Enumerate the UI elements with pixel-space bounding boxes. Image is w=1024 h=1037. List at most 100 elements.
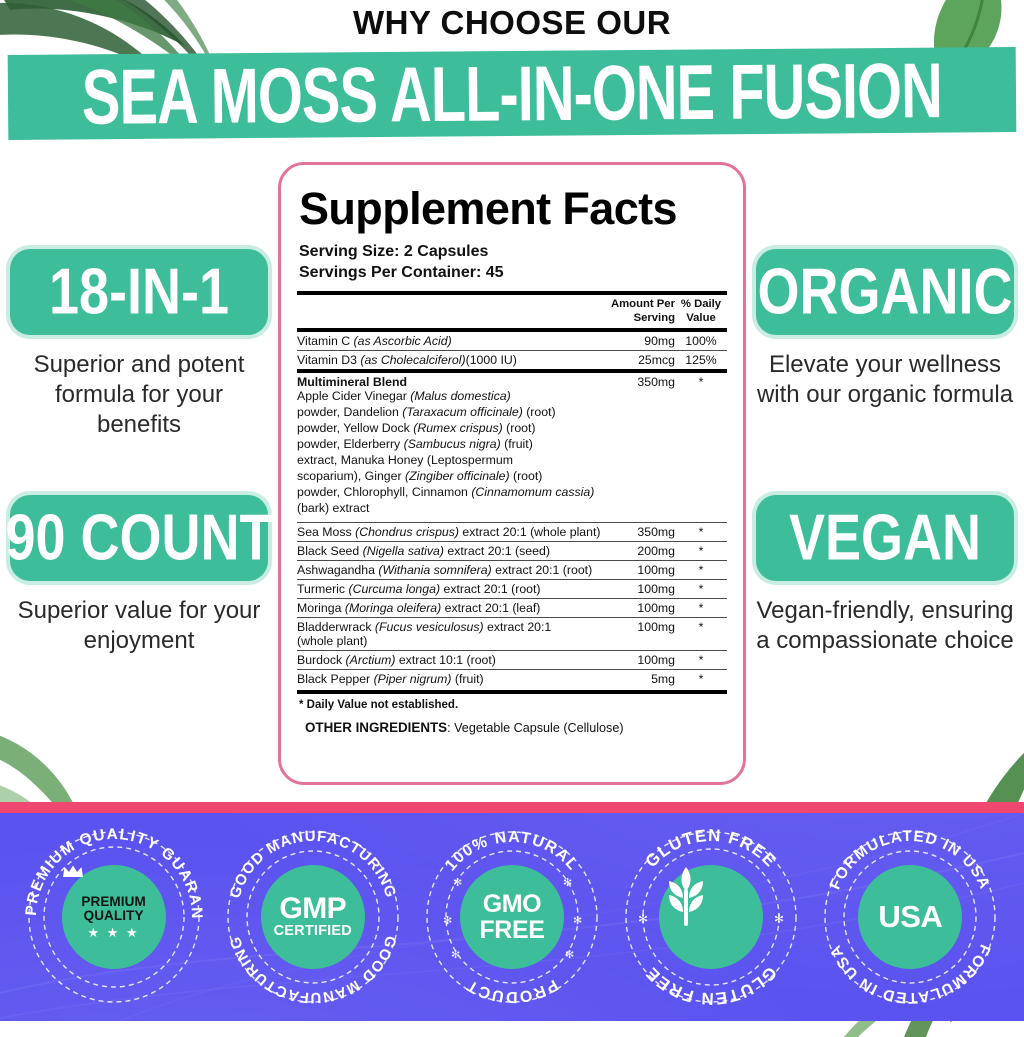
blend-dv: * bbox=[675, 368, 727, 523]
header-amount-per-serving: Amount Per Serving bbox=[603, 291, 675, 330]
supplement-facts-panel: Supplement Facts Serving Size: 2 Capsule… bbox=[278, 162, 746, 785]
feature-card-90-count: 90 COUNT Superior value for your enjoyme… bbox=[5, 495, 273, 656]
badge-gluten-free: GLUTEN FREE GLUTEN FREE ✻ ✻ bbox=[622, 828, 800, 1006]
ingredient-dv: * bbox=[675, 649, 727, 670]
ingredient-name: Burdock (Arctium) extract 10:1 (root) bbox=[297, 649, 603, 670]
blend-line: Apple Cider Vinegar (Malus domestica) bbox=[297, 388, 511, 403]
ingredient-name: Bladderwrack (Fucus vesiculosus) extract… bbox=[297, 616, 603, 651]
table-row: Black Pepper (Piper nigrum) (fruit) 5mg * bbox=[297, 668, 727, 688]
ingredient-label: Moringa bbox=[297, 600, 342, 615]
badge-core-line2: FREE bbox=[479, 916, 545, 944]
ingredient-amount: 200mg bbox=[603, 540, 675, 561]
feature-card-organic: ORGANIC Elevate your wellness with our o… bbox=[756, 249, 1014, 410]
supplement-facts-table: Amount Per Serving % Daily Value Vitamin… bbox=[297, 291, 727, 688]
table-row: Burdock (Arctium) extract 10:1 (root) 100… bbox=[297, 649, 727, 670]
feature-badge-label: 18-IN-1 bbox=[48, 256, 230, 328]
crown-icon bbox=[62, 865, 83, 877]
header-amount-line1: Amount Per bbox=[610, 298, 675, 311]
svg-text:✻: ✻ bbox=[563, 877, 572, 889]
feature-badge-vegan: VEGAN bbox=[756, 495, 1014, 581]
ingredient-dv: * bbox=[675, 540, 727, 561]
ingredient-latin: (Piper nigrum) bbox=[373, 671, 452, 686]
table-row: Ashwagandha (Withania somnifera) extract… bbox=[297, 559, 727, 580]
blend-line: powder, Dandelion (Taraxacum officinale)… bbox=[297, 404, 556, 419]
nutrient-latin: (as Ascorbic Acid) bbox=[353, 333, 452, 348]
badge-core-gmo-free: GMO FREE bbox=[459, 865, 564, 969]
nutrient-amount: 90mg bbox=[603, 327, 675, 351]
serving-size: Serving Size: 2 Capsules bbox=[299, 242, 489, 260]
badge-ring-text-bottom: PRODUCT bbox=[463, 976, 559, 1005]
other-ingredients-label: OTHER INGREDIENTS bbox=[305, 719, 448, 735]
svg-text:✻: ✻ bbox=[573, 915, 582, 927]
header-spacer bbox=[297, 291, 603, 330]
feature-description: Superior value for your enjoyment bbox=[17, 597, 261, 655]
ingredient-rows: Sea Moss (Chondrus crispus) extract 20:1… bbox=[297, 521, 727, 688]
feature-card-vegan: VEGAN Vegan-friendly, ensuring a compass… bbox=[756, 495, 1014, 656]
ingredient-amount: 100mg bbox=[603, 616, 675, 651]
ingredient-name: Turmeric (Curcuma longa) extract 20:1 (r… bbox=[297, 578, 603, 599]
ingredient-label: Black Seed bbox=[297, 543, 360, 558]
nutrient-amount: 25mcg bbox=[603, 349, 675, 371]
feature-badge-label: VEGAN bbox=[788, 502, 982, 574]
svg-text:✻: ✻ bbox=[565, 949, 574, 961]
feature-card-18-in-1: 18-IN-1 Superior and potent formula for … bbox=[10, 249, 268, 441]
ingredient-name: Moringa (Moringa oleifera) extract 20:1 … bbox=[297, 597, 603, 618]
badge-core-gluten-free bbox=[659, 865, 764, 969]
badge-core-gmp: GMP CERTIFIED bbox=[260, 865, 365, 969]
daily-value-footnote: * Daily Value not established. bbox=[299, 698, 459, 711]
ingredient-suffix: (fruit) bbox=[451, 671, 484, 686]
ingredient-label: Bladderwrack bbox=[297, 619, 372, 634]
asterisk-decorations: ✻ ✻ ✻ ✻ ✻ ✻ bbox=[443, 877, 582, 961]
blend-line: powder, Chlorophyll, Cinnamon (Cinnamomu… bbox=[297, 484, 595, 499]
table-row-multimineral-blend: Multimineral Blend Apple Cider Vinegar (… bbox=[297, 368, 727, 523]
feature-badge-90-count: 90 COUNT bbox=[5, 495, 273, 581]
svg-text:✻: ✻ bbox=[443, 915, 452, 927]
ingredient-amount: 5mg bbox=[603, 668, 675, 688]
ingredient-dv: * bbox=[675, 559, 727, 580]
badge-gmp-certified: GOOD MANUFACTURING GOOD MANUFACTURING GM… bbox=[224, 828, 402, 1006]
wheat-icon bbox=[669, 867, 704, 926]
badge-gmo-free: 100% NATURAL PRODUCT ✻ ✻ ✻ ✻ ✻ ✻ GMO FREE bbox=[423, 828, 601, 1006]
ingredient-name: Ashwagandha (Withania somnifera) extract… bbox=[297, 559, 603, 580]
blend-line: powder, Elderberry (Sambucus nigra) (fru… bbox=[297, 436, 533, 451]
nutrient-name: Vitamin C (as Ascorbic Acid) bbox=[297, 327, 603, 351]
ingredient-dv: * bbox=[675, 668, 727, 688]
table-row-vitamin-d3: Vitamin D3 (as Cholecalciferol)(1000 IU)… bbox=[297, 349, 727, 371]
ingredient-dv: * bbox=[675, 616, 727, 651]
ingredient-amount: 100mg bbox=[603, 649, 675, 670]
ingredient-latin: (Moringa oleifera) bbox=[344, 600, 442, 615]
ingredient-dv: * bbox=[675, 597, 727, 618]
table-header-row: Amount Per Serving % Daily Value bbox=[297, 291, 727, 330]
ingredient-suffix: extract 20:1 (root) bbox=[440, 581, 541, 596]
ingredient-dv: * bbox=[675, 521, 727, 542]
badge-ring-gluten-free: GLUTEN FREE GLUTEN FREE ✻ ✻ bbox=[625, 828, 797, 1006]
badge-core-line2: CERTIFIED bbox=[273, 922, 352, 939]
ingredient-suffix: extract 20:1 (leaf) bbox=[441, 600, 541, 615]
badge-stars: ★ ★ ★ bbox=[87, 924, 140, 940]
ingredient-suffix: extract 20:1 (whole plant) bbox=[459, 524, 601, 539]
nutrient-label: Vitamin C bbox=[297, 333, 351, 348]
badge-core-line2: QUALITY bbox=[83, 907, 144, 923]
ingredient-latin: (Fucus vesiculosus) bbox=[374, 619, 484, 634]
header-dv-line2: Value bbox=[686, 311, 716, 324]
header-eyebrow: WHY CHOOSE OUR bbox=[352, 4, 672, 41]
svg-text:GLUTEN FREE: GLUTEN FREE bbox=[642, 963, 781, 1006]
certification-badges: 100% PREMIUM QUALITY GUARANTEED PREMIUM … bbox=[0, 813, 1024, 1021]
accent-stripe bbox=[0, 802, 1024, 813]
badge-ring-text-bottom: GLUTEN FREE bbox=[642, 963, 779, 1006]
feature-description: Vegan-friendly, ensuring a compassionate… bbox=[756, 597, 1014, 655]
other-ingredients: OTHER INGREDIENTS: Vegetable Capsule (Ce… bbox=[305, 720, 727, 735]
badge-formulated-usa: FORMULATED IN USA FORMULATED IN USA USA bbox=[821, 828, 999, 1006]
blend-cell: Multimineral Blend Apple Cider Vinegar (… bbox=[297, 368, 603, 523]
ingredient-label: Sea Moss bbox=[297, 524, 352, 539]
header-amount-line2: Serving bbox=[633, 311, 675, 324]
blend-line: scoparium), Ginger (Zingiber officinale)… bbox=[297, 468, 543, 483]
badge-core-premium-quality: PREMIUM QUALITY ★ ★ ★ bbox=[61, 865, 166, 969]
ingredient-label: Turmeric bbox=[297, 581, 346, 596]
ingredient-amount: 100mg bbox=[603, 578, 675, 599]
blend-line: (bark) extract bbox=[297, 500, 370, 515]
header-dv-line1: % Daily bbox=[680, 298, 722, 311]
blend-amount: 350mg bbox=[603, 368, 675, 523]
band-swoosh-decoration bbox=[0, 852, 1024, 1019]
other-ingredients-value: : Vegetable Capsule (Cellulose) bbox=[447, 720, 624, 735]
